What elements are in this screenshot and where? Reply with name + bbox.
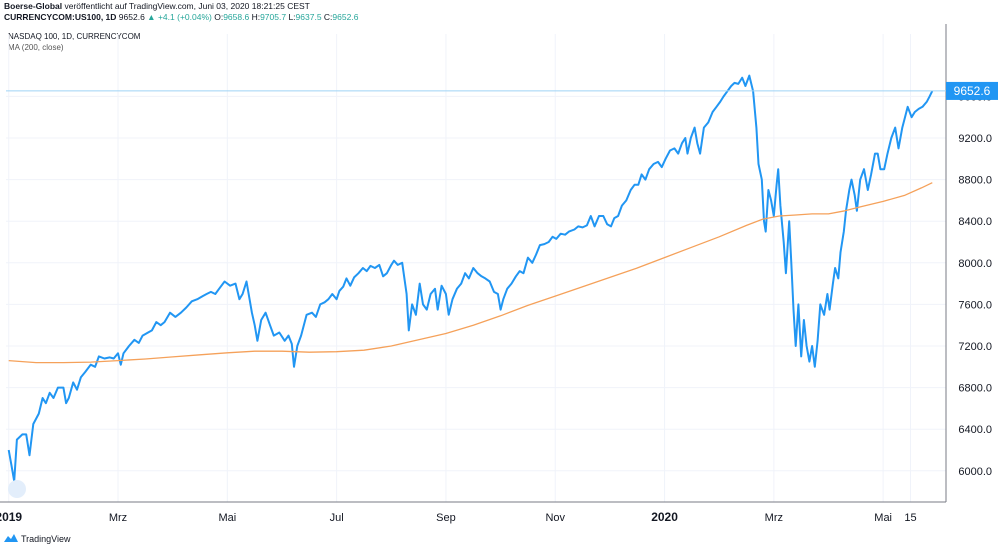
y-tick-label: 6800.0 [958,383,992,395]
x-tick-label: Mrz [109,512,127,524]
y-tick-label: 6400.0 [958,424,992,436]
y-tick-label: 7200.0 [958,341,992,353]
low-label: L: [288,12,296,22]
close-value: 9652.6 [332,12,359,22]
y-tick-label: 8400.0 [958,216,992,228]
y-tick-label: 7600.0 [958,299,992,311]
publisher-name[interactable]: Boerse-Global [4,1,63,11]
x-tick-label: Mai [218,512,236,524]
close-label: C: [323,12,333,22]
x-tick-label: Mai [874,512,892,524]
y-tick-label: 8800.0 [958,175,992,187]
chart-legend: NASDAQ 100, 1D, CURRENCYCOM MA (200, clo… [8,31,140,53]
price-chart[interactable]: 6000.0 6400.0 6800.0 7200.0 7600.0 8000.0 8400… [0,24,1000,530]
high-value: 9705.7 [260,12,287,22]
symbol-label: CURRENCYCOM:US100, 1D [4,12,117,22]
x-tick-label: Mrz [765,512,783,524]
header-bar: Boerse-Global veröffentlicht auf Trading… [0,0,1000,24]
high-label: H: [251,12,261,22]
up-arrow-icon: ▲ [147,12,156,22]
legend-indicator: MA (200, close) [8,43,64,52]
y-tick-label: 9200.0 [958,133,992,145]
change-value: +4.1 (+0.04%) [157,12,212,22]
tradingview-logo-icon [4,533,18,545]
tradingview-watermark-icon [8,480,26,498]
x-tick-label: 2019 [0,510,22,524]
y-tick-label: 8000.0 [958,258,992,270]
x-tick-label: Sep [436,512,456,524]
x-tick-label: 15 [904,512,916,524]
x-tick-label: 2020 [651,510,678,524]
open-label: O: [214,12,224,22]
price-series-line [7,74,934,483]
y-tick-label: 6000.0 [958,466,992,478]
x-tick-label: Jul [330,512,344,524]
open-value: 9658.6 [223,12,250,22]
low-value: 9637.5 [295,12,322,22]
branding[interactable]: TradingView [4,533,71,545]
ma-series-line [8,182,933,364]
branding-name: TradingView [21,534,71,544]
publisher-line: Boerse-Global veröffentlicht auf Trading… [4,1,310,11]
ohlc-line: CURRENCYCOM:US100, 1D 9652.6 ▲ +4.1 (+0.… [4,12,358,22]
last-price: 9652.6 [118,12,145,22]
x-tick-label: Nov [545,512,565,524]
last-price-label: 9652.6 [954,84,991,98]
legend-title: NASDAQ 100, 1D, CURRENCYCOM [8,32,141,41]
last-price-badge [946,81,998,100]
published-text: veröffentlicht auf TradingView.com, Juni… [64,1,310,11]
